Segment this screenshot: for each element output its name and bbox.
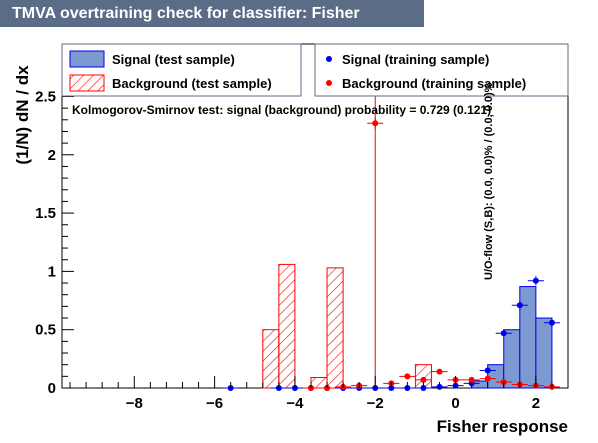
axes: −8 −6 −4 −2 0 2 0 0.5 1 1.5 2 2.5 (35, 60, 553, 412)
y-tick-label: 0 (48, 380, 56, 397)
overflow-label: U/O-flow (S,B): (0.0, 0.0)% / (0.0, 0.0)… (483, 82, 495, 280)
legend-box-right (314, 43, 569, 97)
histogram-bars (262, 44, 553, 389)
background-train-point (415, 376, 432, 383)
legend-background-train-label: Background (training sample) (342, 76, 526, 91)
plot-frame (61, 43, 569, 389)
background-test-bar (262, 329, 280, 389)
background-train-point (463, 376, 480, 383)
signal-test-bar (503, 329, 521, 389)
signal-test-bar (519, 286, 537, 389)
legend-signal-train-label: Signal (training sample) (342, 52, 489, 67)
legend-signal-train-marker (326, 56, 332, 62)
x-tick-label: −4 (286, 395, 304, 412)
x-tick-label: −8 (126, 395, 143, 412)
legend-signal-test-swatch (69, 50, 105, 68)
signal-train-point (479, 367, 496, 374)
background-train-point (431, 368, 448, 375)
signal-train-point (527, 276, 544, 286)
y-tick-label: 1.5 (35, 205, 56, 222)
x-tick-label: −6 (206, 395, 223, 412)
x-tick-label: 2 (532, 395, 540, 412)
y-tick-label: 0.5 (35, 322, 56, 339)
background-train-point (399, 373, 416, 380)
legend-background-test-swatch (69, 74, 105, 92)
signal-test-bar (487, 364, 505, 389)
background-train-point (367, 117, 384, 130)
ks-test-text: Kolmogorov-Smirnov test: signal (backgro… (72, 103, 491, 117)
legend-background-train-marker (326, 80, 332, 86)
background-train-point (479, 375, 496, 382)
background-test-bar (278, 263, 296, 389)
chart-title: TMVA overtraining check for classifier: … (0, 0, 424, 27)
signal-train-point (495, 329, 512, 337)
background-test-bar (326, 267, 344, 389)
y-tick-label: 2.5 (35, 88, 56, 105)
signal-train-point (511, 300, 528, 310)
legend-background-test-label: Background (test sample) (112, 76, 272, 91)
x-tick-label: 0 (451, 395, 459, 412)
signal-train-point (543, 318, 560, 328)
y-tick-label: 1 (48, 263, 56, 280)
legend-signal-test-label: Signal (test sample) (112, 52, 235, 67)
y-tick-label: 2 (48, 147, 56, 164)
y-axis-label: (1/N) dN / dx (13, 65, 32, 165)
x-tick-label: −2 (367, 395, 384, 412)
signal-test-bar (535, 317, 553, 389)
x-axis-label: Fisher response (436, 417, 568, 436)
